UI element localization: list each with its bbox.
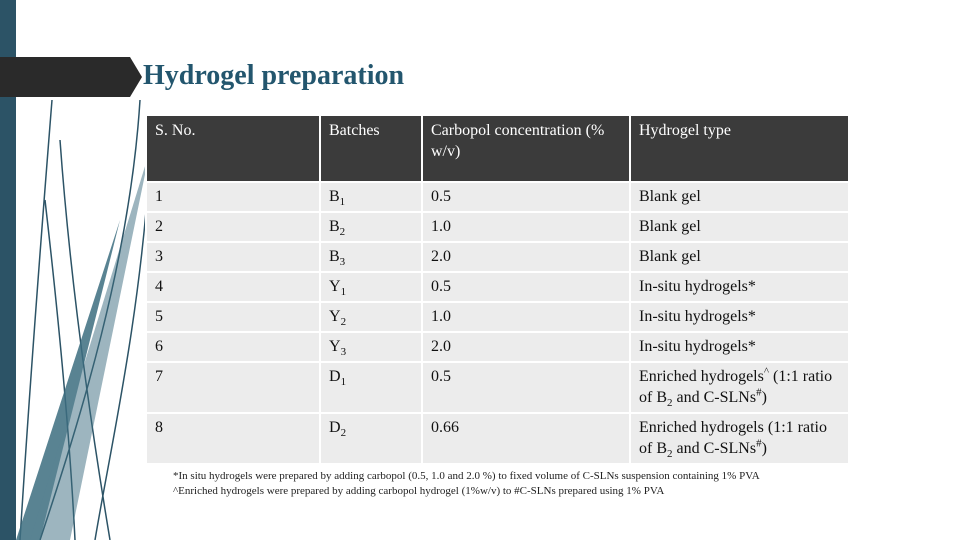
cell-sno: 2 — [145, 211, 321, 243]
cell-concentration: 0.5 — [421, 181, 631, 213]
batch-letter: B — [329, 188, 340, 205]
type-superscript-2: # — [756, 386, 762, 399]
type-text-a: Enriched hydrogels — [639, 368, 764, 385]
type-subscript: 2 — [667, 448, 673, 461]
cell-concentration: 1.0 — [421, 301, 631, 333]
hydrogel-table: S. No. Batches Carbopol concentration (%… — [145, 114, 850, 465]
cell-batch: B1 — [319, 181, 423, 213]
cell-type: Blank gel — [629, 241, 850, 273]
batch-letter: B — [329, 218, 340, 235]
cell-sno: 3 — [145, 241, 321, 273]
table-footnotes: *In situ hydrogels were prepared by addi… — [173, 469, 863, 499]
cell-type: In-situ hydrogels* — [629, 331, 850, 363]
cell-concentration: 0.5 — [421, 361, 631, 414]
batch-letter: D — [329, 368, 341, 385]
footnote-in-situ: *In situ hydrogels were prepared by addi… — [173, 470, 760, 482]
cell-concentration: 1.0 — [421, 211, 631, 243]
header-carbopol-concentration: Carbopol concentration (% w/v) — [421, 114, 631, 183]
header-hydrogel-type: Hydrogel type — [629, 114, 850, 183]
cell-type: Enriched hydrogels (1:1 ratio of B2 and … — [629, 412, 850, 465]
cell-batch: Y1 — [319, 271, 423, 303]
cell-sno: 1 — [145, 181, 321, 213]
cell-type: Blank gel — [629, 211, 850, 243]
title-accent-bar — [0, 57, 130, 97]
page-title: Hydrogel preparation — [143, 60, 405, 91]
batch-letter: B — [329, 248, 340, 265]
batch-letter: D — [329, 419, 341, 436]
cell-sno: 8 — [145, 412, 321, 465]
left-accent-band — [0, 0, 16, 540]
type-text-b: (1:1 ratio of B — [639, 419, 827, 457]
type-text-b: (1:1 ratio of B — [639, 368, 833, 406]
cell-sno: 4 — [145, 271, 321, 303]
batch-subscript: 1 — [340, 286, 347, 299]
type-text-c: and C-SLNs — [672, 440, 757, 457]
table-row: 8 D2 0.66 Enriched hydrogels (1:1 ratio … — [145, 412, 850, 465]
table-row: 1 B1 0.5 Blank gel — [145, 181, 850, 213]
batch-subscript: 3 — [340, 346, 347, 359]
header-sno: S. No. — [145, 114, 321, 183]
table-header-row: S. No. Batches Carbopol concentration (%… — [145, 114, 850, 183]
cell-sno: 7 — [145, 361, 321, 414]
batch-subscript: 1 — [340, 376, 347, 389]
title-accent-arrow — [130, 57, 142, 97]
cell-concentration: 2.0 — [421, 331, 631, 363]
table-row: 6 Y3 2.0 In-situ hydrogels* — [145, 331, 850, 363]
cell-type: In-situ hydrogels* — [629, 271, 850, 303]
table-row: 7 D1 0.5 Enriched hydrogels^ (1:1 ratio … — [145, 361, 850, 414]
cell-type: In-situ hydrogels* — [629, 301, 850, 333]
cell-type: Blank gel — [629, 181, 850, 213]
type-text-c: and C-SLNs — [672, 389, 757, 406]
cell-batch: Y3 — [319, 331, 423, 363]
cell-concentration: 0.5 — [421, 271, 631, 303]
type-superscript: ^ — [763, 365, 770, 378]
cell-concentration: 0.66 — [421, 412, 631, 465]
cell-sno: 6 — [145, 331, 321, 363]
batch-subscript: 1 — [339, 196, 346, 209]
batch-letter: Y — [329, 308, 341, 325]
cell-type: Enriched hydrogels^ (1:1 ratio of B2 and… — [629, 361, 850, 414]
batch-subscript: 2 — [340, 316, 347, 329]
type-subscript: 2 — [667, 397, 673, 410]
type-superscript-2: # — [756, 437, 762, 450]
batch-subscript: 2 — [339, 226, 346, 239]
batch-subscript: 3 — [339, 256, 346, 269]
type-text-a: Enriched hydrogels — [639, 419, 764, 436]
cell-batch: Y2 — [319, 301, 423, 333]
type-text-d: ) — [761, 389, 767, 406]
cell-batch: D1 — [319, 361, 423, 414]
decorative-lines — [16, 99, 151, 540]
cell-batch: D2 — [319, 412, 423, 465]
cell-concentration: 2.0 — [421, 241, 631, 273]
batch-letter: Y — [329, 338, 341, 355]
cell-batch: B2 — [319, 211, 423, 243]
batch-subscript: 2 — [340, 427, 347, 440]
table-row: 5 Y2 1.0 In-situ hydrogels* — [145, 301, 850, 333]
batch-letter: Y — [329, 278, 341, 295]
header-batches: Batches — [319, 114, 423, 183]
table-row: 4 Y1 0.5 In-situ hydrogels* — [145, 271, 850, 303]
type-text-d: ) — [761, 440, 767, 457]
table-row: 2 B2 1.0 Blank gel — [145, 211, 850, 243]
cell-batch: B3 — [319, 241, 423, 273]
footnote-enriched: ^Enriched hydrogels were prepared by add… — [173, 485, 665, 497]
table-row: 3 B3 2.0 Blank gel — [145, 241, 850, 273]
cell-sno: 5 — [145, 301, 321, 333]
